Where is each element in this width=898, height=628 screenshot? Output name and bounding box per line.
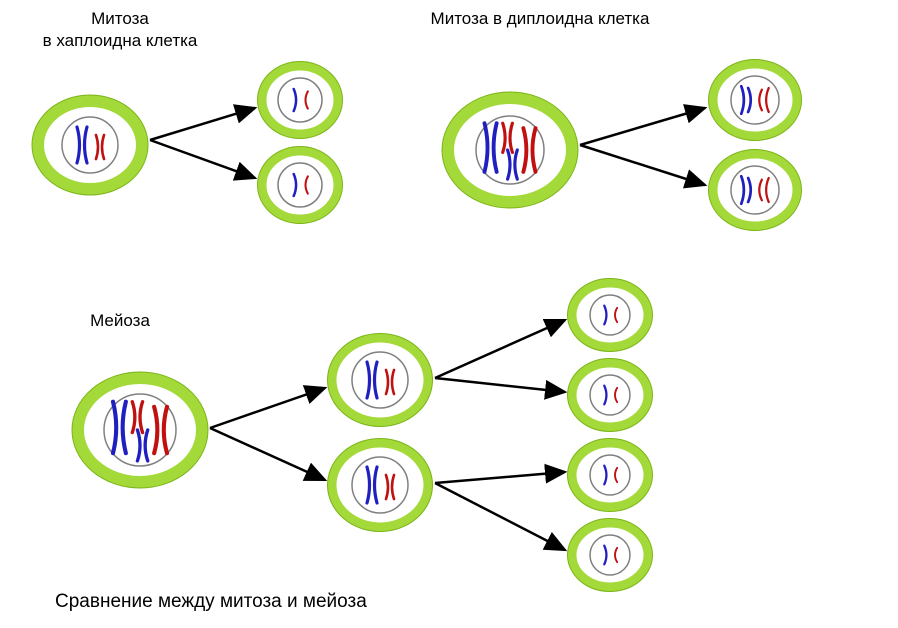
haploid-title: Митоза в хаплоидна клетка — [20, 8, 220, 52]
meiosis-title: Мейоза — [60, 310, 180, 332]
diploid-title: Митоза в диплоидна клетка — [390, 8, 690, 30]
haploid-title-line2: в хаплоидна клетка — [43, 31, 198, 50]
haploid-title-line1: Митоза — [91, 9, 149, 28]
comparison-title: Сравнение между митоза и мейоза — [55, 590, 555, 615]
